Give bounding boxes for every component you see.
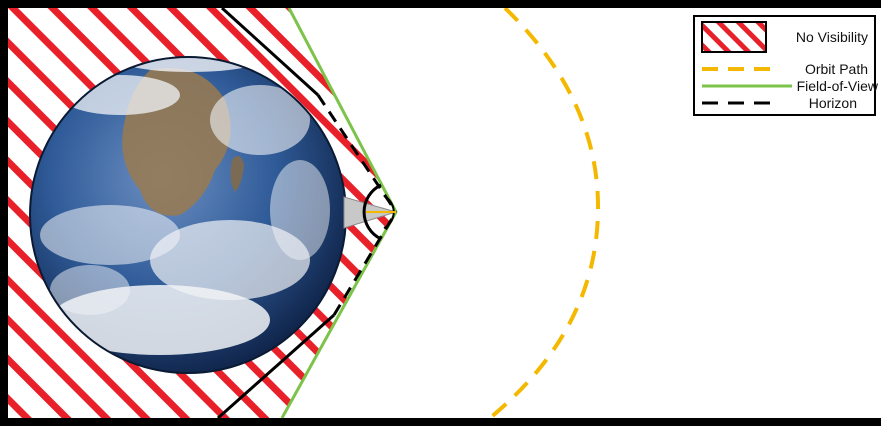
field-of-view-angle-arc — [362, 183, 382, 241]
horizon-lower-solid-line — [217, 313, 335, 418]
horizon-upper-dashed-line — [316, 94, 398, 213]
earth-globe-icon — [29, 56, 347, 374]
legend-no-visibility-swatch — [701, 21, 767, 53]
field-of-view-upper-line — [287, 8, 398, 213]
horizon-lower-dashed-line — [332, 211, 398, 316]
legend-no-visibility-label: No Visibility — [796, 29, 868, 45]
orbit-path — [488, 8, 601, 418]
legend-field-of-view-label: Field-of-View — [797, 78, 879, 94]
legend-orbit-path-label: Orbit Path — [805, 61, 868, 77]
legend: No Visibility Orbit Path Field-of-View H… — [693, 15, 879, 116]
legend-horizon-label: Horizon — [809, 95, 857, 111]
horizon-upper-solid-line — [220, 8, 320, 97]
